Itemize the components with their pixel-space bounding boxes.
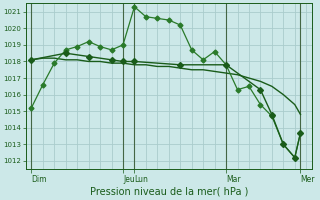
X-axis label: Pression niveau de la mer( hPa ): Pression niveau de la mer( hPa )	[90, 187, 248, 197]
